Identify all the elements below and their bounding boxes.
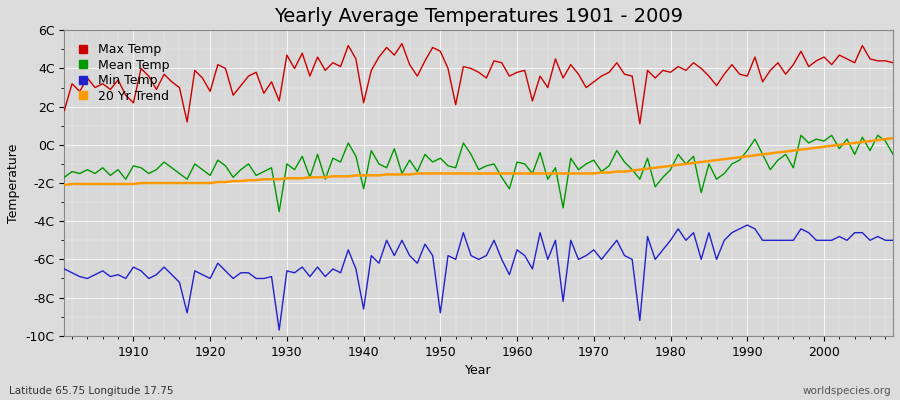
- X-axis label: Year: Year: [465, 364, 492, 377]
- Text: worldspecies.org: worldspecies.org: [803, 386, 891, 396]
- Title: Yearly Average Temperatures 1901 - 2009: Yearly Average Temperatures 1901 - 2009: [274, 7, 683, 26]
- Text: Latitude 65.75 Longitude 17.75: Latitude 65.75 Longitude 17.75: [9, 386, 174, 396]
- Legend: Max Temp, Mean Temp, Min Temp, 20 Yr Trend: Max Temp, Mean Temp, Min Temp, 20 Yr Tre…: [75, 40, 174, 106]
- Y-axis label: Temperature: Temperature: [7, 143, 20, 223]
